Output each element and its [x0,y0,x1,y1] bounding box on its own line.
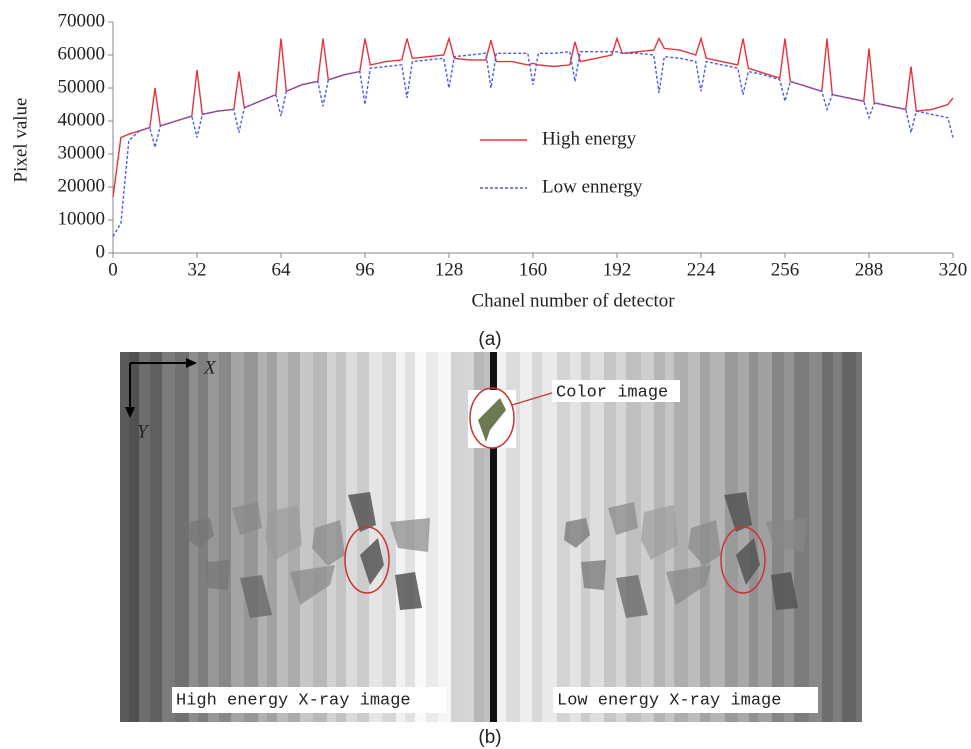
stripe [520,352,532,722]
panel-label: (a) [478,329,501,350]
stripe [244,352,258,722]
color-fragment [478,398,506,442]
stripe [382,352,396,722]
stripe [129,352,139,722]
stripe [674,352,688,722]
callout-text: Color image [556,383,668,402]
y-tick-label: 30000 [58,142,106,163]
stripe [542,352,557,722]
y-tick-label: 70000 [58,10,106,31]
stripe [833,352,842,722]
stripe [749,352,758,722]
x-tick-label: 288 [855,259,884,280]
stripe [497,352,506,722]
x-tick-label: 192 [603,259,632,280]
stripe [208,352,219,722]
x-tick-label: 224 [687,259,716,280]
caption-box [553,687,818,713]
stripe [590,352,604,722]
stripe [120,352,129,722]
stripe [809,352,822,722]
caption-low: Low energy X-ray image [557,691,781,710]
divider [490,352,497,722]
y-tick-label: 0 [96,241,106,262]
stripe [300,352,313,722]
callout-box [552,380,680,402]
stripe [162,352,175,722]
stripe [822,352,833,722]
stripe [758,352,772,722]
stripe [219,352,231,722]
series-line [112,35,954,197]
x-tick-label: 96 [356,259,375,280]
stripe [465,352,474,722]
stripe [738,352,749,722]
callout-ellipse [469,387,515,449]
series-line [112,50,954,237]
stripe [842,352,856,722]
y-arrow-head [125,407,135,418]
stripe [474,352,484,722]
caption-box [172,687,446,713]
caption-high: High energy X-ray image [176,691,411,710]
x-tick-label: 64 [272,259,292,280]
stripe [258,352,267,722]
stripe [532,352,542,722]
stripe [150,352,162,722]
legend-label: Low ennergy [542,176,643,197]
x-ray-image: X Y Color image High energy X-ray image … [120,352,862,748]
y-tick-label: 20000 [58,175,106,196]
stripe [616,352,626,722]
y-tick-label: 50000 [58,76,106,97]
stripe [626,352,641,722]
stripe [426,352,438,722]
stripe [139,352,150,722]
y-axis-title: Pixel value [10,98,31,183]
chart-a: Pixel value Chanel number of detector (a… [10,10,967,350]
x-tick-label: 128 [435,259,464,280]
x-tick-label: 32 [188,259,207,280]
x-axis-name: X [203,357,217,378]
y-axis-name: Y [137,421,150,442]
x-tick-label: 160 [519,259,548,280]
x-tick-label: 256 [771,259,800,280]
stripe [357,352,369,722]
y-tick-label: 40000 [58,109,106,130]
x-tick-label: 0 [108,259,118,280]
stripe [604,352,616,722]
stripe [484,352,490,722]
stripe [856,352,862,722]
stripe [438,352,451,722]
stripe [175,352,189,722]
x-tick-label: 320 [939,259,968,280]
stripe [557,352,570,722]
legend-label: High energy [542,128,637,149]
x-axis-title: Chanel number of detector [471,290,675,311]
x-arrow-head [186,358,197,368]
stripe [725,352,738,722]
stripe [451,352,465,722]
callout-line [511,391,556,406]
y-tick-label: 60000 [58,43,106,64]
y-tick-label: 10000 [58,208,106,229]
panel-label: (b) [478,727,501,748]
stripe [231,352,244,722]
stripe [369,352,382,722]
